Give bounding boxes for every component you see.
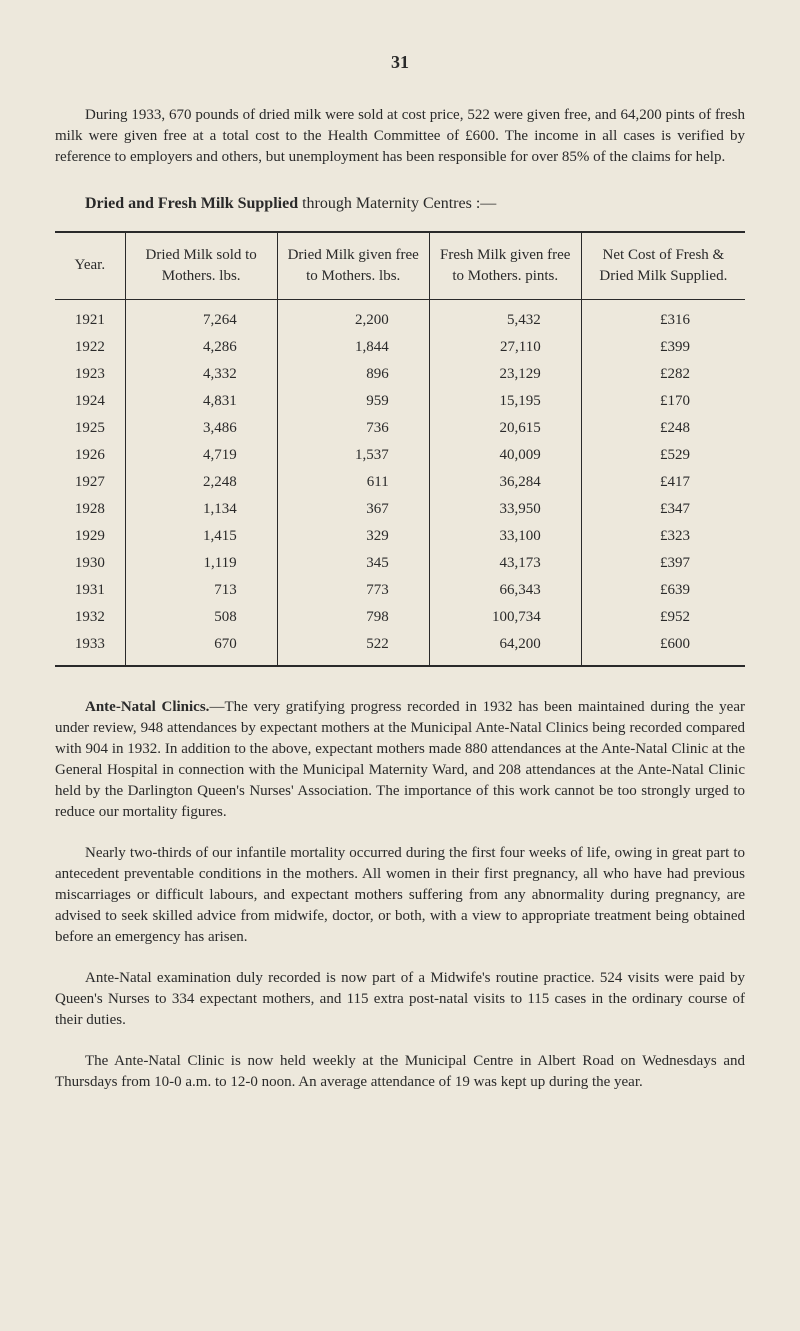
table-cell: 4,332 — [125, 361, 277, 388]
table-cell: 1929 — [55, 523, 125, 550]
table-header-row: Year. Dried Milk sold to Mothers. lbs. D… — [55, 232, 745, 300]
table-cell: 1,415 — [125, 523, 277, 550]
table-cell: 40,009 — [429, 442, 581, 469]
table-cell: £397 — [581, 550, 745, 577]
table-cell: 896 — [277, 361, 429, 388]
col-header-fresh-free: Fresh Milk given free to Mothers. pints. — [429, 232, 581, 300]
intro-paragraph: During 1933, 670 pounds of dried milk we… — [55, 105, 745, 168]
table-cell: 1932 — [55, 604, 125, 631]
table-row: 193171377366,343£639 — [55, 577, 745, 604]
table-cell: £323 — [581, 523, 745, 550]
table-cell: £529 — [581, 442, 745, 469]
table-row: 193367052264,200£600 — [55, 631, 745, 666]
table-cell: 64,200 — [429, 631, 581, 666]
table-cell: £600 — [581, 631, 745, 666]
table-cell: 367 — [277, 496, 429, 523]
table-cell: 4,831 — [125, 388, 277, 415]
table-cell: 508 — [125, 604, 277, 631]
table-cell: 33,100 — [429, 523, 581, 550]
table-cell: 798 — [277, 604, 429, 631]
table-cell: 670 — [125, 631, 277, 666]
table-cell: 773 — [277, 577, 429, 604]
table-cell: 1931 — [55, 577, 125, 604]
table-cell: £170 — [581, 388, 745, 415]
table-cell: 1933 — [55, 631, 125, 666]
table-cell: 611 — [277, 469, 429, 496]
table-cell: 3,486 — [125, 415, 277, 442]
table-row: 19301,11934543,173£397 — [55, 550, 745, 577]
table-cell: 4,719 — [125, 442, 277, 469]
paragraph-3: Ante-Natal examination duly recorded is … — [55, 968, 745, 1031]
table-cell: 4,286 — [125, 334, 277, 361]
table-cell: 27,110 — [429, 334, 581, 361]
paragraph-4: The Ante-Natal Clinic is now held weekly… — [55, 1051, 745, 1093]
table-cell: 1930 — [55, 550, 125, 577]
table-cell: 23,129 — [429, 361, 581, 388]
table-cell: 329 — [277, 523, 429, 550]
table-cell: £316 — [581, 299, 745, 334]
table-cell: 7,264 — [125, 299, 277, 334]
table-row: 1932508798100,734£952 — [55, 604, 745, 631]
table-title-rest: through Maternity Centres :— — [298, 195, 496, 212]
table-cell: 1,844 — [277, 334, 429, 361]
table-cell: 1,537 — [277, 442, 429, 469]
milk-supply-table: Year. Dried Milk sold to Mothers. lbs. D… — [55, 231, 745, 667]
ante-natal-heading: Ante-Natal Clinics. — [85, 699, 209, 715]
table-cell: £417 — [581, 469, 745, 496]
table-cell: 713 — [125, 577, 277, 604]
table-row: 19253,48673620,615£248 — [55, 415, 745, 442]
table-row: 19281,13436733,950£347 — [55, 496, 745, 523]
table-cell: £248 — [581, 415, 745, 442]
table-cell: 43,173 — [429, 550, 581, 577]
table-cell: 66,343 — [429, 577, 581, 604]
col-header-dried-free: Dried Milk given free to Mothers. lbs. — [277, 232, 429, 300]
table-cell: 1,134 — [125, 496, 277, 523]
table-cell: £399 — [581, 334, 745, 361]
ante-natal-body: —The very gratifying progress recorded i… — [55, 699, 745, 820]
table-cell: 100,734 — [429, 604, 581, 631]
ante-natal-paragraph: Ante-Natal Clinics.—The very gratifying … — [55, 697, 745, 823]
page-number: 31 — [55, 50, 745, 75]
table-cell: 15,195 — [429, 388, 581, 415]
table-cell: 1926 — [55, 442, 125, 469]
table-row: 19264,7191,53740,009£529 — [55, 442, 745, 469]
table-cell: 1924 — [55, 388, 125, 415]
table-cell: 5,432 — [429, 299, 581, 334]
table-cell: £282 — [581, 361, 745, 388]
table-row: 19234,33289623,129£282 — [55, 361, 745, 388]
table-cell: 20,615 — [429, 415, 581, 442]
table-row: 19244,83195915,195£170 — [55, 388, 745, 415]
table-cell: 2,200 — [277, 299, 429, 334]
table-cell: 522 — [277, 631, 429, 666]
col-header-year: Year. — [55, 232, 125, 300]
table-cell: £639 — [581, 577, 745, 604]
table-cell: 33,950 — [429, 496, 581, 523]
table-row: 19217,2642,2005,432£316 — [55, 299, 745, 334]
table-cell: 345 — [277, 550, 429, 577]
table-title-bold: Dried and Fresh Milk Supplied — [85, 195, 298, 212]
table-cell: 2,248 — [125, 469, 277, 496]
table-cell: 1923 — [55, 361, 125, 388]
table-body: 19217,2642,2005,432£31619224,2861,84427,… — [55, 299, 745, 666]
table-cell: 959 — [277, 388, 429, 415]
col-header-dried-sold: Dried Milk sold to Mothers. lbs. — [125, 232, 277, 300]
table-cell: 1928 — [55, 496, 125, 523]
table-cell: £952 — [581, 604, 745, 631]
table-row: 19272,24861136,284£417 — [55, 469, 745, 496]
table-cell: 36,284 — [429, 469, 581, 496]
table-cell: 736 — [277, 415, 429, 442]
table-row: 19224,2861,84427,110£399 — [55, 334, 745, 361]
table-cell: 1925 — [55, 415, 125, 442]
table-cell: £347 — [581, 496, 745, 523]
table-cell: 1927 — [55, 469, 125, 496]
table-cell: 1922 — [55, 334, 125, 361]
col-header-net-cost: Net Cost of Fresh & Dried Milk Supplied. — [581, 232, 745, 300]
table-cell: 1,119 — [125, 550, 277, 577]
paragraph-2: Nearly two-thirds of our infantile morta… — [55, 843, 745, 948]
table-cell: 1921 — [55, 299, 125, 334]
table-title: Dried and Fresh Milk Supplied through Ma… — [55, 193, 745, 215]
table-row: 19291,41532933,100£323 — [55, 523, 745, 550]
